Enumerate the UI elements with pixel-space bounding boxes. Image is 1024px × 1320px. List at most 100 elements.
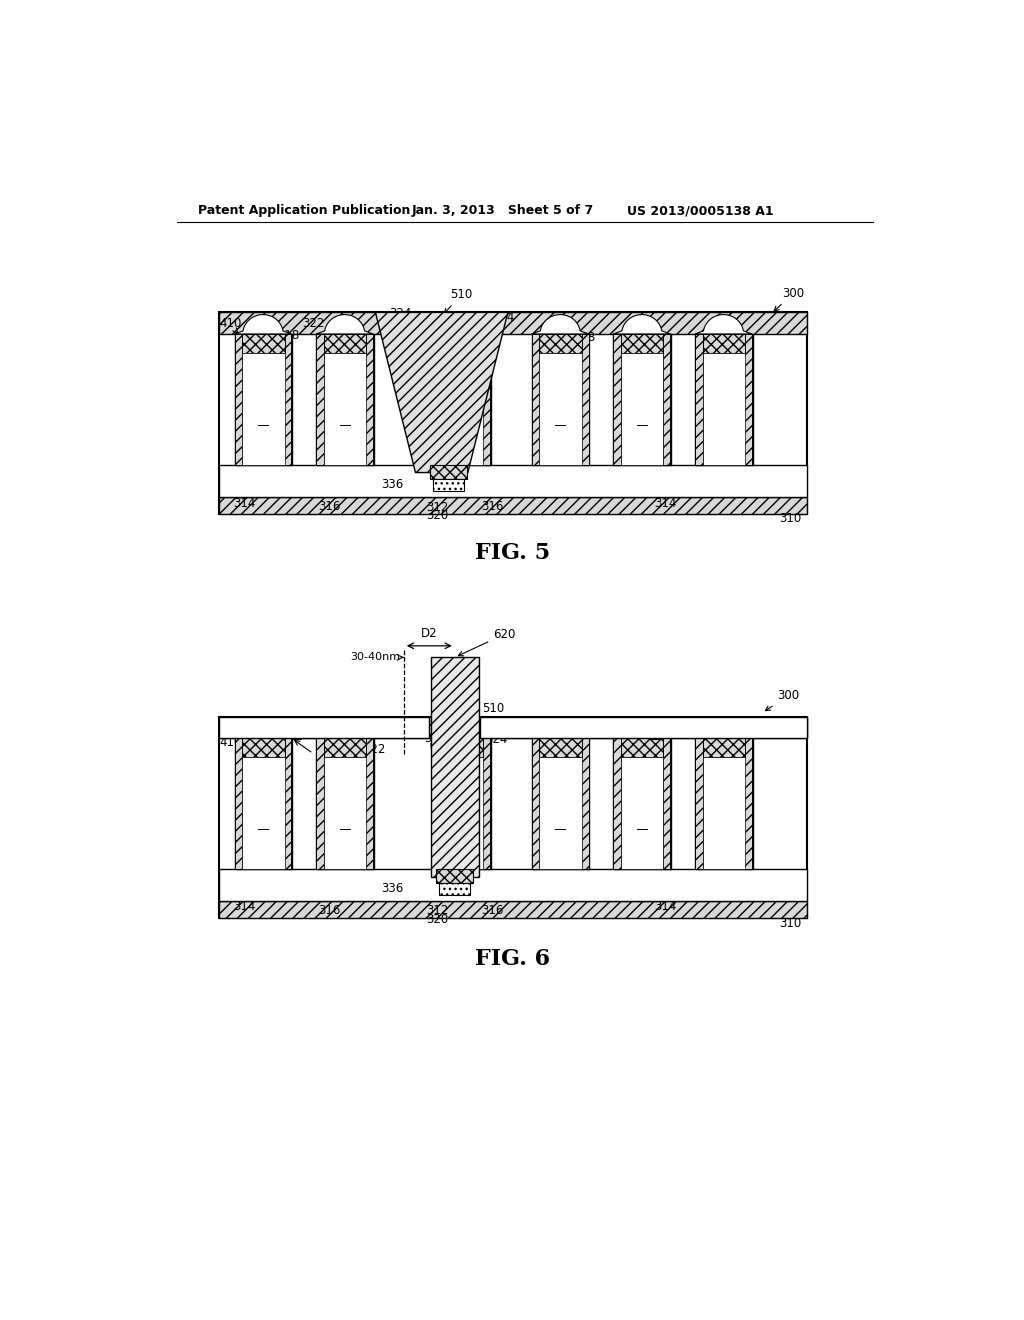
Text: FIG. 5: FIG. 5 [475,543,550,564]
Text: 334: 334 [549,413,571,426]
Text: 318: 318 [573,330,596,343]
Bar [482,334,490,465]
Bar [219,869,807,902]
Bar [695,334,702,465]
Polygon shape [376,313,508,473]
Bar [480,717,807,738]
Text: 322: 322 [302,317,341,337]
Text: 320: 320 [426,510,449,523]
Bar [581,738,589,869]
Bar [219,717,807,919]
Bar [613,738,621,869]
Bar [324,354,367,465]
Bar [316,738,374,869]
Polygon shape [431,657,478,876]
Bar [540,758,582,869]
Bar [219,717,807,738]
Bar [219,465,807,498]
Bar [316,334,324,465]
Bar [284,334,292,465]
Text: 336: 336 [381,882,403,895]
Bar [531,738,540,869]
Bar [702,738,745,758]
Text: 310: 310 [779,916,802,929]
Bar [433,334,441,465]
Text: 610: 610 [643,727,666,741]
Text: 324: 324 [389,308,414,338]
Bar [324,334,367,354]
Text: 322: 322 [348,742,385,756]
Bar [243,354,285,465]
Bar [219,902,807,919]
Polygon shape [613,314,671,334]
Polygon shape [531,719,589,738]
Text: 316: 316 [631,413,653,426]
Text: FIG. 6: FIG. 6 [475,948,550,970]
Bar [695,738,702,869]
Bar [433,738,490,869]
Text: 312: 312 [426,500,449,513]
Bar [482,738,490,869]
Bar [316,738,324,869]
Text: 320: 320 [426,912,449,925]
Bar [441,758,483,869]
Text: 410: 410 [219,733,242,748]
Bar [695,738,753,869]
Text: 510: 510 [482,702,505,715]
Text: 324: 324 [424,733,446,748]
Bar [219,313,807,334]
Text: D2: D2 [421,627,437,640]
Text: US 2013/0005138 A1: US 2013/0005138 A1 [628,205,774,218]
Text: 300: 300 [765,689,800,710]
Text: 316: 316 [252,818,274,832]
Polygon shape [234,719,292,738]
Text: 334: 334 [334,818,355,832]
Text: 316: 316 [481,500,504,513]
Text: 312: 312 [426,904,449,917]
Bar [613,334,621,465]
Text: 610: 610 [285,727,307,741]
Text: 314: 314 [233,900,256,913]
Bar [316,334,374,465]
Bar [441,354,483,465]
Text: 314: 314 [233,496,256,510]
Text: 334: 334 [549,818,571,832]
Text: Patent Application Publication: Patent Application Publication [199,205,411,218]
Bar [441,334,483,354]
Text: 316: 316 [318,500,340,513]
Text: 30-40nm: 30-40nm [350,652,400,663]
Bar [234,738,292,869]
Text: 316: 316 [252,413,274,426]
Bar [702,758,745,869]
Bar [531,738,590,869]
Text: 300: 300 [774,286,804,312]
Polygon shape [613,719,671,738]
Text: 310: 310 [779,512,802,525]
Text: 316: 316 [631,818,653,832]
Bar [540,738,582,758]
Bar [702,354,745,465]
Bar [436,869,473,883]
Polygon shape [316,719,373,738]
Bar [621,334,664,354]
Bar [613,738,671,869]
Bar [430,465,467,479]
Bar [433,738,441,869]
Text: 318: 318 [543,741,586,770]
Text: Jan. 3, 2013   Sheet 5 of 7: Jan. 3, 2013 Sheet 5 of 7 [412,205,594,218]
Bar [621,758,664,869]
Polygon shape [433,719,490,738]
Bar [439,883,470,895]
Bar [234,738,243,869]
Bar [744,738,752,869]
Text: 318: 318 [295,741,338,770]
Bar [219,717,429,738]
Text: 336: 336 [381,478,403,491]
Text: 316: 316 [318,904,340,917]
Bar [531,334,540,465]
Polygon shape [531,314,589,334]
Bar [663,738,671,869]
Bar [366,334,373,465]
Text: 324: 324 [487,312,515,338]
Bar [234,334,243,465]
